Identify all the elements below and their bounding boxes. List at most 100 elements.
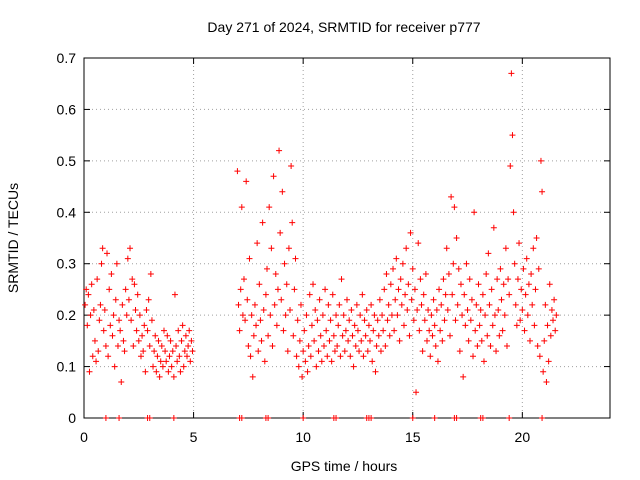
- data-point: [345, 337, 352, 344]
- data-point: [119, 301, 126, 308]
- data-point: [130, 343, 137, 349]
- data-point: [496, 332, 503, 339]
- data-point: [483, 271, 490, 277]
- data-point: [300, 415, 307, 421]
- data-point: [182, 332, 189, 339]
- data-point: [113, 260, 120, 267]
- data-point: [291, 286, 298, 293]
- data-point: [170, 373, 177, 380]
- data-point: [131, 281, 138, 288]
- data-point: [88, 281, 95, 288]
- data-point: [132, 307, 139, 313]
- data-point: [253, 322, 260, 329]
- data-point: [381, 286, 388, 293]
- data-point: [153, 368, 160, 375]
- data-point: [240, 276, 247, 283]
- data-point: [166, 353, 173, 360]
- data-point: [454, 301, 461, 308]
- data-point: [336, 301, 343, 308]
- data-point: [468, 296, 475, 303]
- data-point: [300, 348, 307, 355]
- data-point: [147, 271, 154, 277]
- data-point: [507, 163, 514, 169]
- data-point: [359, 291, 366, 298]
- data-point: [453, 415, 460, 421]
- data-point: [250, 332, 257, 339]
- data-point: [352, 343, 359, 349]
- data-point: [167, 337, 174, 344]
- data-point: [188, 337, 195, 344]
- data-point: [523, 255, 530, 262]
- data-point: [137, 353, 144, 360]
- data-point: [287, 307, 294, 313]
- data-point: [177, 368, 184, 375]
- data-point: [189, 348, 196, 355]
- data-point: [506, 415, 513, 421]
- data-point: [551, 296, 558, 303]
- data-point: [354, 327, 361, 334]
- x-tick-label: 5: [190, 429, 198, 445]
- data-point: [520, 265, 527, 272]
- data-point: [142, 368, 149, 375]
- data-point: [322, 286, 329, 293]
- data-point: [173, 343, 180, 349]
- data-point: [451, 204, 458, 211]
- data-point: [488, 286, 495, 293]
- data-point: [351, 322, 358, 329]
- plot-frame: [83, 57, 611, 419]
- data-point: [259, 219, 266, 226]
- data-point: [360, 353, 367, 360]
- data-point: [400, 322, 407, 329]
- data-point: [388, 312, 395, 319]
- data-point: [129, 276, 136, 283]
- data-point: [289, 219, 296, 226]
- data-point: [110, 312, 117, 319]
- data-point: [548, 307, 555, 313]
- data-point: [423, 337, 430, 344]
- data-point: [141, 322, 148, 329]
- data-point: [365, 322, 372, 329]
- data-point: [363, 307, 370, 313]
- data-point: [307, 353, 314, 360]
- data-point: [326, 337, 333, 344]
- data-point: [377, 348, 384, 355]
- data-point: [269, 343, 276, 349]
- data-point: [489, 322, 496, 329]
- data-point: [470, 353, 477, 360]
- data-point: [524, 312, 531, 319]
- data-point: [433, 307, 440, 313]
- data-point: [455, 265, 462, 272]
- data-point: [293, 353, 300, 360]
- data-point: [493, 348, 500, 355]
- data-point: [124, 255, 131, 262]
- data-point: [392, 296, 399, 303]
- data-point: [420, 291, 427, 298]
- data-point: [430, 296, 437, 303]
- data-point: [356, 348, 363, 355]
- data-point: [116, 415, 123, 421]
- data-point: [152, 332, 159, 339]
- data-point: [385, 301, 392, 308]
- data-point: [426, 327, 433, 334]
- data-point: [104, 250, 111, 257]
- data-point: [394, 312, 401, 319]
- data-point: [305, 343, 312, 349]
- data-point: [519, 307, 526, 313]
- data-point: [165, 368, 172, 375]
- data-point: [384, 317, 391, 324]
- data-point: [242, 317, 249, 324]
- data-point: [304, 368, 311, 375]
- data-point: [527, 337, 534, 344]
- data-point: [318, 358, 325, 365]
- data-point: [503, 343, 510, 349]
- data-point: [279, 188, 286, 195]
- data-point: [164, 332, 171, 339]
- data-point: [419, 348, 426, 355]
- data-point: [292, 255, 299, 262]
- data-point: [99, 245, 106, 252]
- data-point: [391, 327, 398, 334]
- data-point: [402, 291, 409, 298]
- data-point: [367, 337, 374, 344]
- data-point: [171, 291, 178, 298]
- data-point: [543, 379, 550, 385]
